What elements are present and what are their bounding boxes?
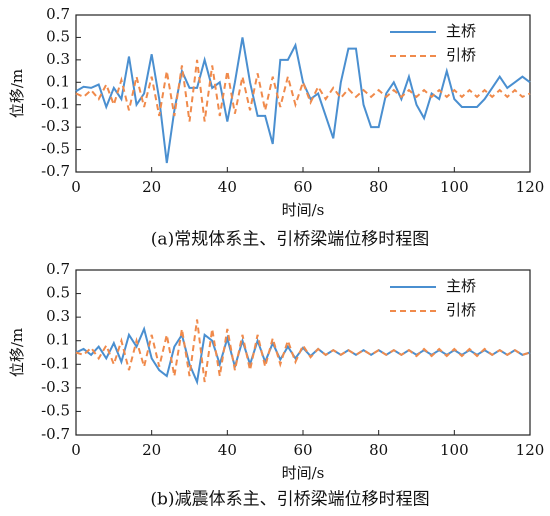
series-line	[75, 59, 531, 122]
y-tick-label: 0.5	[46, 27, 70, 45]
y-tick-label: 0.3	[46, 50, 70, 68]
legend-label: 引桥	[446, 46, 476, 64]
x-tick-label: 40	[218, 178, 237, 196]
x-tick-label: 20	[142, 441, 161, 459]
series-line	[75, 319, 531, 383]
y-tick-label: -0.1	[41, 95, 70, 113]
y-tick-label: -0.3	[41, 117, 70, 135]
x-tick-label: 0	[71, 441, 81, 459]
x-tick-label: 80	[369, 178, 388, 196]
x-axis-label: 时间/s	[282, 464, 325, 482]
y-tick-label: -0.5	[41, 140, 70, 158]
y-tick-label: -0.1	[41, 354, 70, 372]
x-tick-label: 0	[71, 178, 81, 196]
caption: (b)减震体系主、引桥梁端位移时程图	[150, 490, 429, 510]
y-tick-label: -0.5	[41, 401, 70, 419]
y-axis-label: 位移/m	[8, 69, 26, 118]
x-tick-label: 80	[369, 441, 388, 459]
x-tick-label: 100	[440, 441, 469, 459]
y-tick-label: 0.7	[46, 260, 70, 278]
x-tick-label: 40	[218, 441, 237, 459]
y-tick-label: 0.1	[46, 331, 70, 349]
legend-label: 主桥	[446, 277, 476, 295]
legend-label: 主桥	[446, 22, 476, 40]
x-tick-label: 20	[142, 178, 161, 196]
x-tick-label: 60	[293, 178, 312, 196]
y-tick-label: 0.5	[46, 284, 70, 302]
series-line	[75, 37, 531, 164]
legend-label: 引桥	[446, 301, 476, 319]
y-tick-label: -0.7	[41, 425, 70, 443]
x-tick-label: 100	[440, 178, 469, 196]
y-tick-label: 0.1	[46, 72, 70, 90]
caption: (a)常规体系主、引桥梁端位移时程图	[151, 230, 429, 250]
y-tick-label: 0.7	[46, 5, 70, 23]
y-tick-label: 0.3	[46, 307, 70, 325]
y-tick-label: -0.7	[41, 162, 70, 180]
y-tick-label: -0.3	[41, 378, 70, 396]
x-tick-label: 60	[293, 441, 312, 459]
x-tick-label: 120	[516, 178, 545, 196]
x-tick-label: 120	[516, 441, 545, 459]
y-axis-label: 位移/m	[8, 328, 26, 377]
x-axis-label: 时间/s	[282, 201, 325, 219]
